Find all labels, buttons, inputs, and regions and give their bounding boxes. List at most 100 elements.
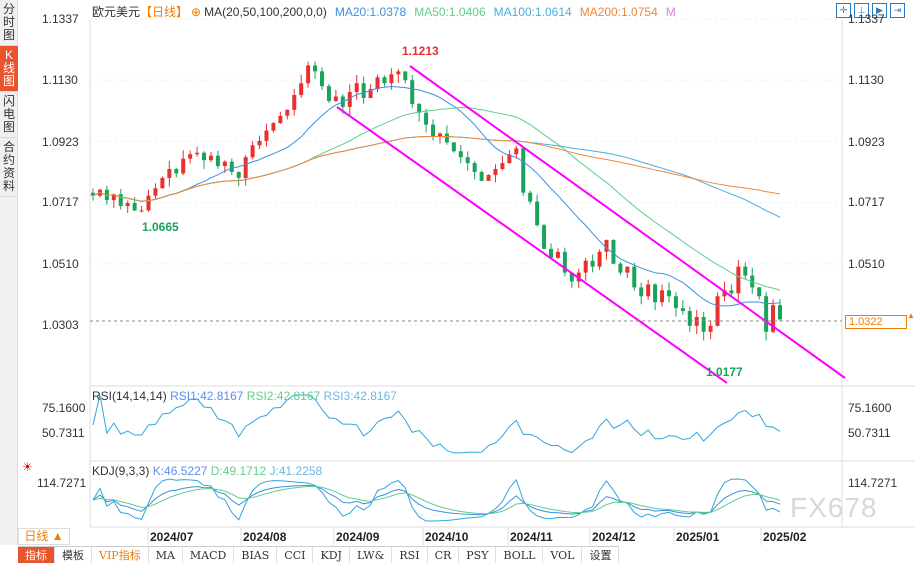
- candle-body: [736, 266, 741, 294]
- exit-icon[interactable]: ⇥: [890, 3, 905, 18]
- indicator-tab[interactable]: VOL: [543, 547, 583, 563]
- period-select[interactable]: 日线 ▲: [18, 528, 70, 545]
- candle-body: [257, 140, 262, 146]
- ma200-value: MA200:1.0754: [579, 5, 658, 19]
- candle-body: [132, 203, 137, 211]
- rsi-line: [92, 394, 781, 454]
- candle-body: [306, 65, 311, 84]
- ma50-value: MA50:1.0406: [414, 5, 486, 19]
- candle-body: [403, 71, 408, 81]
- candle-body: [285, 109, 290, 116]
- candle-body: [139, 210, 144, 212]
- indicator-tab[interactable]: LW&: [350, 547, 393, 563]
- ma50-line: [92, 106, 781, 291]
- kdj-k-value: K:46.5227: [152, 464, 208, 478]
- tab-contract-info[interactable]: 合约资料: [0, 138, 18, 197]
- x-tick-label: 2024/07: [150, 530, 194, 544]
- y-tick-right: 1.0923: [848, 134, 885, 149]
- y-tick-left: 1.0303: [42, 317, 79, 332]
- candle-body: [188, 154, 193, 159]
- rsi3-value: RSI3:42.8167: [323, 389, 397, 403]
- candle-body: [458, 151, 463, 158]
- price-annotation-low1: 1.0665: [142, 220, 179, 234]
- candle-body: [444, 133, 449, 143]
- candle-body: [535, 201, 540, 226]
- indicator-tab[interactable]: 指标: [18, 547, 55, 563]
- candle-body: [417, 103, 422, 113]
- indicator-tab[interactable]: RSI: [392, 547, 428, 563]
- candle-body: [368, 89, 373, 99]
- indicator-tab[interactable]: PSY: [459, 547, 497, 563]
- candle-body: [437, 133, 442, 137]
- x-tick-label: 2025/01: [676, 530, 720, 544]
- candle-body: [229, 161, 234, 172]
- candle-body: [451, 142, 456, 152]
- rsi-tick-mid: 50.7311: [42, 426, 85, 440]
- candle-body: [320, 71, 324, 87]
- indicator-tab[interactable]: CR: [428, 547, 460, 563]
- candle-body: [701, 316, 706, 332]
- x-tick-label: 2024/10: [425, 530, 469, 544]
- ma-more: M: [665, 5, 676, 19]
- candle-body: [660, 290, 665, 303]
- indicator-tab[interactable]: MA: [149, 547, 183, 563]
- candle-body: [202, 152, 207, 161]
- candle-body: [521, 148, 526, 193]
- candle-body: [528, 192, 533, 202]
- settings-icon[interactable]: ⊕: [191, 5, 202, 19]
- candle-body: [153, 188, 158, 196]
- indicator-tab[interactable]: CCI: [277, 547, 314, 563]
- indicator-tab[interactable]: MACD: [183, 547, 235, 563]
- indicator-tab[interactable]: 模板: [55, 547, 92, 563]
- crosshair-icon[interactable]: ✛: [836, 3, 851, 18]
- candle-body: [514, 148, 519, 155]
- candle-body: [146, 195, 151, 211]
- candle-body: [160, 177, 165, 189]
- tab-flash[interactable]: 闪电图: [0, 92, 18, 138]
- y-tick-right: 1.1337: [848, 12, 885, 26]
- rsi-title: RSI(14,14,14): [92, 389, 167, 403]
- y-tick-left: 1.0510: [42, 256, 79, 271]
- candle-body: [549, 248, 553, 258]
- chart-toolbar: ✛ ⊥ ▶ ⇥: [836, 3, 905, 18]
- candle-body: [243, 157, 248, 178]
- candle-body: [722, 290, 727, 297]
- x-tick-label: 2024/11: [510, 530, 553, 544]
- watermark: FX678: [790, 492, 878, 523]
- play-icon[interactable]: ▶: [872, 3, 887, 18]
- sun-icon[interactable]: ☀: [22, 460, 33, 474]
- candle-body: [611, 240, 616, 264]
- tab-kline[interactable]: K线图: [0, 46, 18, 92]
- candle-body: [313, 65, 318, 72]
- candle-body: [91, 192, 95, 196]
- candle-body: [222, 161, 227, 167]
- candle-body: [583, 260, 588, 273]
- indicator-tab[interactable]: VIP指标: [92, 547, 149, 563]
- candle-body: [382, 77, 387, 84]
- indicator-tab[interactable]: BOLL: [496, 547, 544, 563]
- indicator-tab[interactable]: KDJ: [313, 547, 350, 563]
- candle-body: [653, 284, 658, 303]
- ma-indicator[interactable]: MA(20,50,100,200,0,0): [204, 5, 327, 19]
- candle-body: [729, 290, 734, 294]
- zoom-icon[interactable]: ⊥: [854, 3, 869, 18]
- indicator-tab[interactable]: 设置: [582, 547, 620, 563]
- rsi-tick-high: 75.1600: [42, 401, 86, 415]
- chart-header: 欧元美元【日线】 ⊕ MA(20,50,100,200,0,0) MA20:1.037…: [92, 3, 684, 20]
- candle-body: [542, 225, 547, 249]
- candle-body: [632, 266, 637, 288]
- candle-body: [181, 158, 186, 174]
- tab-timeshare[interactable]: 分时图: [0, 0, 18, 46]
- candle-body: [278, 115, 283, 124]
- candle-body: [590, 260, 595, 267]
- kdj-tick: 114.7271: [37, 476, 87, 490]
- rsi-tick-mid-right: 50.7311: [848, 426, 891, 440]
- candle-body: [771, 305, 776, 332]
- candle-body: [125, 203, 130, 207]
- candle-body: [465, 157, 470, 164]
- candle-body: [680, 308, 685, 312]
- y-tick-right: 1.1130: [848, 73, 884, 88]
- candle-body: [389, 74, 394, 84]
- indicator-tab[interactable]: BIAS: [234, 547, 278, 563]
